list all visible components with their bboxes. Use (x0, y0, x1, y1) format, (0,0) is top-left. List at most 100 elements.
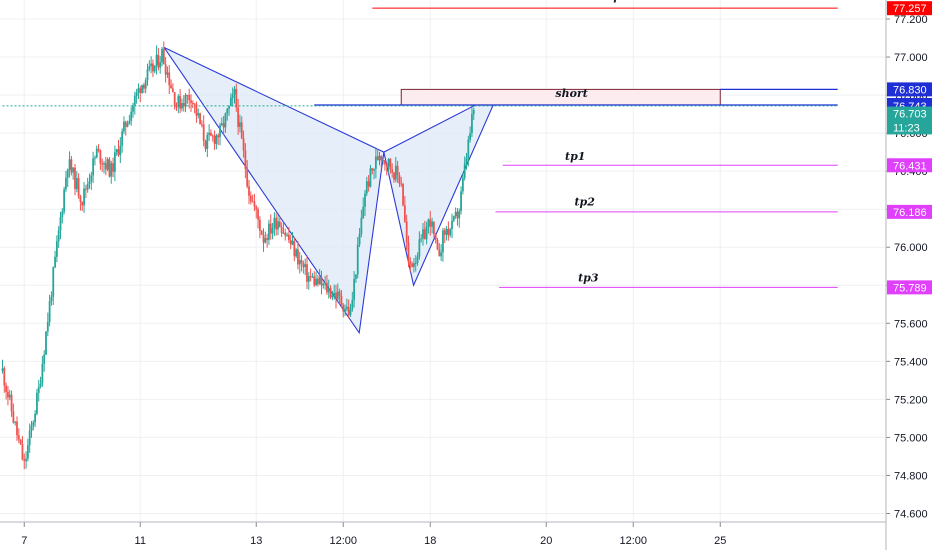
x-tick-label: 11 (135, 535, 146, 547)
candle-body (416, 256, 419, 264)
candle-body (246, 168, 249, 187)
stop-label-bg (887, 1, 932, 16)
candle-body (258, 219, 261, 231)
candle-body (113, 152, 116, 172)
x-tick-label: 7 (21, 535, 27, 547)
candle-body (222, 123, 225, 128)
tp1-label: 76.431 (893, 160, 927, 172)
candle-body (447, 228, 450, 236)
candle-body (340, 295, 343, 305)
candle-body (119, 145, 122, 156)
candle-body (66, 169, 69, 178)
candle-body (231, 94, 234, 98)
pattern-ac-line (359, 285, 413, 333)
candle-body (396, 165, 399, 176)
candle-body (39, 383, 42, 387)
candle-body (37, 386, 40, 393)
y-tick-label: 75.600 (894, 318, 928, 330)
candle-body (181, 103, 183, 109)
candle-body (84, 188, 87, 190)
candle-body (166, 72, 169, 75)
candle-body (68, 159, 71, 170)
candle-body (175, 106, 178, 108)
candle-body (219, 125, 221, 138)
candle-body (237, 107, 240, 127)
candle-body (324, 282, 327, 284)
candle-body (418, 239, 421, 257)
candle-body (152, 63, 154, 72)
candle-body (106, 159, 109, 170)
candle-body (193, 103, 196, 105)
candle-body (425, 226, 428, 240)
candle-body (182, 103, 185, 107)
candle-body (304, 264, 307, 268)
candle-body (427, 219, 430, 227)
candle-body (374, 156, 377, 169)
candle-body (347, 306, 350, 316)
candle-body (434, 234, 437, 241)
candle-body (155, 54, 158, 66)
y-tick-label: 76.000 (894, 242, 928, 254)
candle-body (409, 261, 412, 264)
candle-body (302, 263, 305, 268)
candle-body (170, 85, 172, 89)
candle-body (275, 217, 278, 230)
candle-body (200, 124, 203, 126)
candle-body (137, 88, 140, 93)
candle-body (121, 131, 124, 146)
candle-body (255, 206, 258, 210)
candle-body (385, 164, 388, 167)
candle-body (99, 150, 102, 164)
candle-body (443, 230, 446, 235)
candle-body (360, 217, 363, 234)
candle-body (342, 304, 345, 312)
candle-body (63, 189, 66, 212)
x-tick-label: 13 (250, 535, 262, 547)
candle-body (233, 88, 236, 95)
candle-body (358, 233, 361, 245)
y-tick-label: 77.000 (894, 52, 928, 64)
candle-body (21, 444, 24, 460)
tp3-label-bg (887, 280, 932, 295)
candle-body (287, 234, 290, 241)
candle-body (291, 240, 294, 245)
entry-high-label-bg (887, 82, 932, 97)
candle-body (46, 321, 49, 332)
candle-body (177, 96, 180, 107)
candle-body (5, 385, 8, 392)
candle-body (128, 120, 131, 124)
candle-body (186, 94, 189, 96)
candle-body (139, 88, 142, 93)
candle-body (133, 96, 136, 106)
candle-body (52, 267, 55, 297)
candle-body (48, 301, 51, 322)
candle-body (266, 238, 269, 240)
tp2-label: 76.186 (893, 207, 927, 219)
candle-body (242, 138, 245, 151)
candle-body (422, 229, 424, 239)
candle-body (249, 195, 252, 202)
candle-body (300, 260, 303, 264)
countdown-label: 11:23 (893, 122, 920, 134)
candle-body (16, 421, 18, 436)
candle-body (124, 121, 127, 127)
candle-body (460, 191, 462, 212)
candle-body (55, 241, 58, 257)
candle-body (429, 219, 432, 227)
candle-body (449, 229, 452, 236)
candle-body (318, 277, 321, 285)
candle-body (59, 217, 62, 231)
y-tick-label: 75.200 (894, 394, 928, 406)
candle-body (387, 159, 390, 167)
candle-body (465, 158, 468, 164)
candle-body (472, 109, 475, 115)
candle-body (43, 354, 46, 364)
candle-body (264, 238, 267, 243)
candle-body (25, 458, 27, 462)
candle-body (278, 221, 281, 228)
candle-body (153, 65, 156, 72)
candle-body (12, 411, 15, 423)
candle-body (36, 392, 38, 414)
candle-body (407, 242, 410, 262)
